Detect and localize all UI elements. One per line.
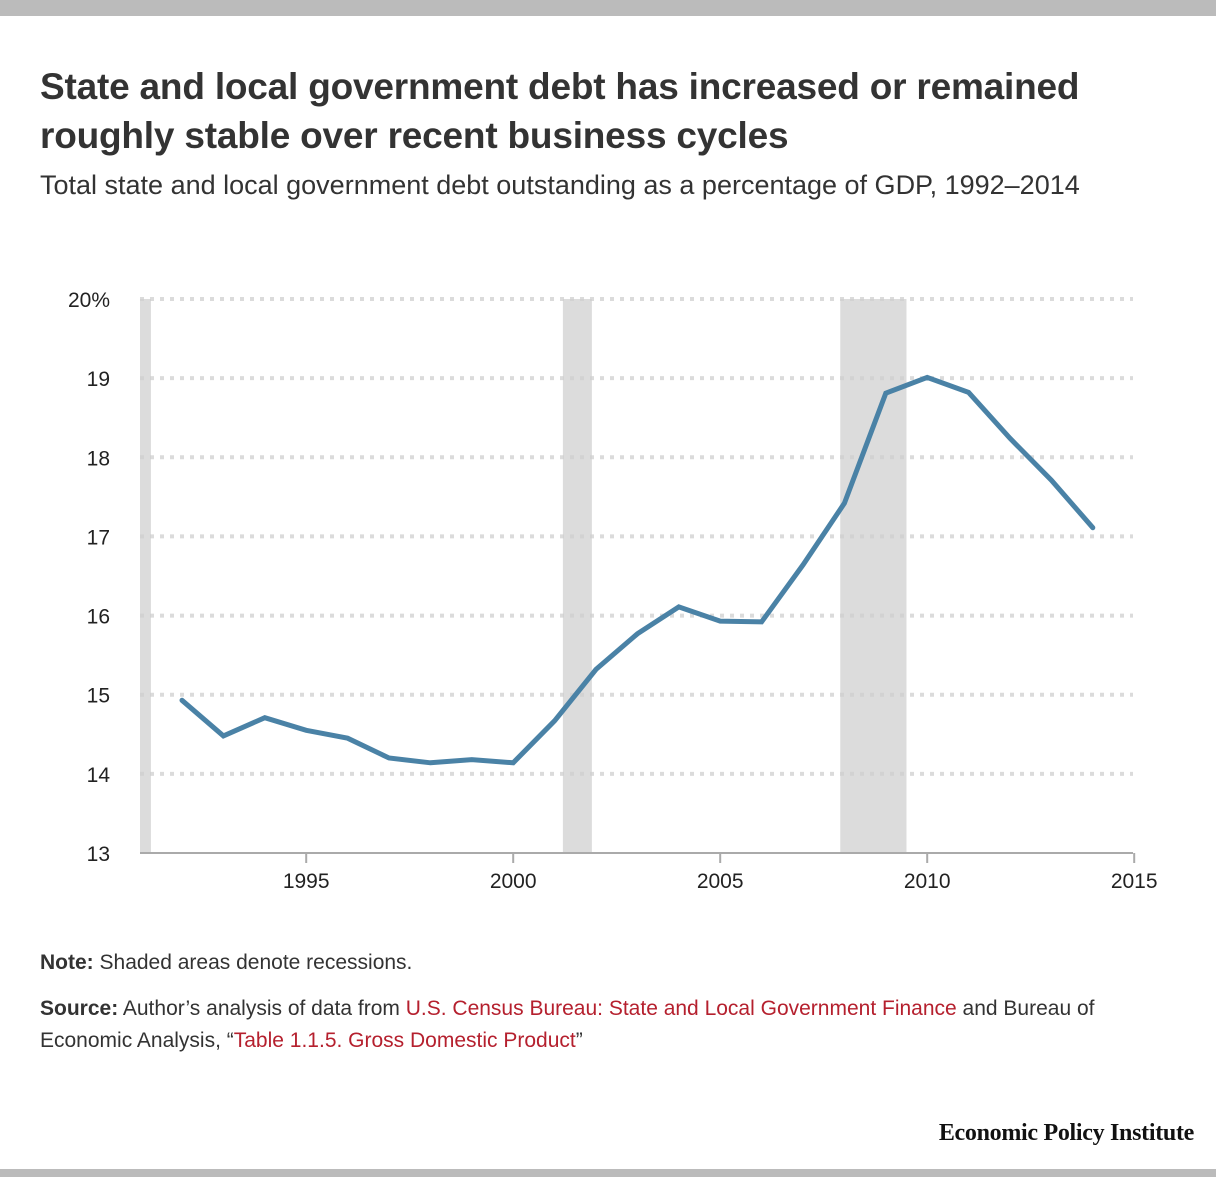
line-chart: 13 14 15 16 17 18 19 20% 1995 2000 2005 2010 2015: [68, 289, 1158, 893]
note: Note: Shaded areas denote recessions.: [40, 951, 412, 975]
chart-subtitle: Total state and local government debt ou…: [40, 170, 1080, 200]
x-tick-label: 2000: [490, 870, 537, 893]
x-tick-label: 2005: [697, 870, 744, 893]
y-tick-label: 13: [87, 843, 110, 866]
x-axis: [140, 852, 1136, 863]
x-tick-label: 1995: [283, 870, 330, 893]
data-series: [179, 374, 1096, 766]
recession-band: [562, 299, 592, 853]
census-link[interactable]: U.S. Census Bureau: State and Local Gove…: [405, 997, 957, 1020]
y-tick-label: 17: [87, 526, 110, 549]
source-label: Source:: [40, 997, 119, 1020]
bottom-border: [0, 1169, 1216, 1177]
chart-title: State and local government debt has incr…: [40, 66, 1080, 156]
series-line: [179, 374, 1096, 766]
recession-bands: [140, 299, 907, 853]
y-tick-label: 18: [87, 447, 110, 470]
note-label: Note:: [40, 951, 94, 974]
recession-band: [140, 299, 151, 853]
y-tick-label: 16: [87, 606, 110, 629]
source: Source: Author’s analysis of data from U…: [40, 993, 1190, 1057]
source-text-1: Author’s analysis of data from: [118, 997, 406, 1020]
x-tick-label: 2010: [904, 870, 951, 893]
x-axis-labels: 1995 2000 2005 2010 2015: [283, 870, 1158, 893]
bea-link[interactable]: Table 1.1.5. Gross Domestic Product: [233, 1029, 576, 1052]
gridlines: [140, 297, 1133, 776]
y-tick-label: 20%: [68, 289, 110, 312]
source-text-3: ”: [575, 1029, 583, 1052]
x-tick-label: 2015: [1111, 870, 1158, 893]
source-text-2: and Bureau of Economic Analysis, “: [40, 997, 1095, 1052]
y-tick-label: 14: [87, 764, 111, 787]
y-tick-label: 15: [87, 685, 110, 708]
recession-band: [840, 299, 907, 853]
epi-logo: Economic Policy Institute: [938, 1120, 1194, 1146]
y-tick-label: 19: [87, 368, 110, 391]
y-axis-labels: 13 14 15 16 17 18 19 20%: [68, 289, 110, 866]
top-border: [0, 0, 1216, 16]
note-text: Shaded areas denote recessions.: [93, 951, 413, 974]
